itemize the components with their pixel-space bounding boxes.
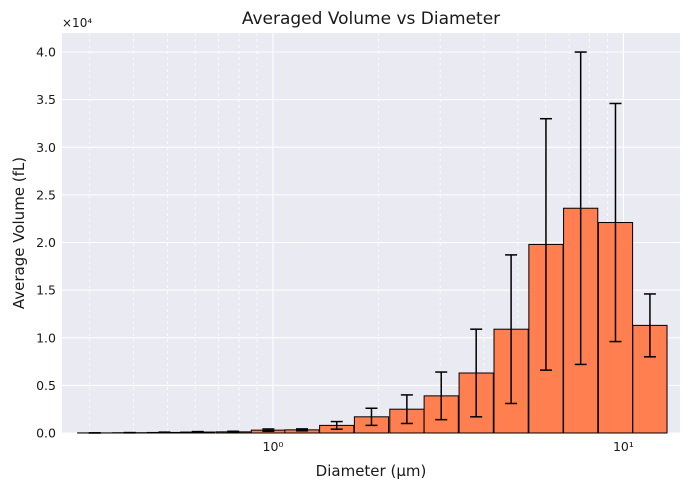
chart-title: Averaged Volume vs Diameter xyxy=(242,9,500,29)
y-tick-label: 3.5 xyxy=(36,92,56,107)
y-tick-label: 0.5 xyxy=(36,378,56,393)
y-tick-label: 3.0 xyxy=(36,140,56,155)
x-tick-label: 10¹ xyxy=(613,439,634,454)
y-tick-label: 1.5 xyxy=(36,283,56,298)
x-tick-label: 10⁰ xyxy=(263,439,284,454)
y-axis-offset-label: ×10⁴ xyxy=(62,16,92,30)
bar xyxy=(632,324,668,434)
y-tick-label: 2.0 xyxy=(36,235,56,250)
x-axis-ticks: 10⁰ 10¹ xyxy=(263,439,634,454)
y-tick-label: 4.0 xyxy=(36,45,56,60)
y-axis-ticks: 0.0 0.5 1.0 1.5 2.0 2.5 3.0 3.5 4.0 xyxy=(36,45,56,441)
y-tick-label: 0.0 xyxy=(36,426,56,441)
y-axis-label: Average Volume (fL) xyxy=(10,157,28,309)
y-tick-label: 2.5 xyxy=(36,187,56,202)
x-axis-label: Diameter (μm) xyxy=(316,462,427,480)
y-tick-label: 1.0 xyxy=(36,330,56,345)
error-bars xyxy=(88,51,656,434)
